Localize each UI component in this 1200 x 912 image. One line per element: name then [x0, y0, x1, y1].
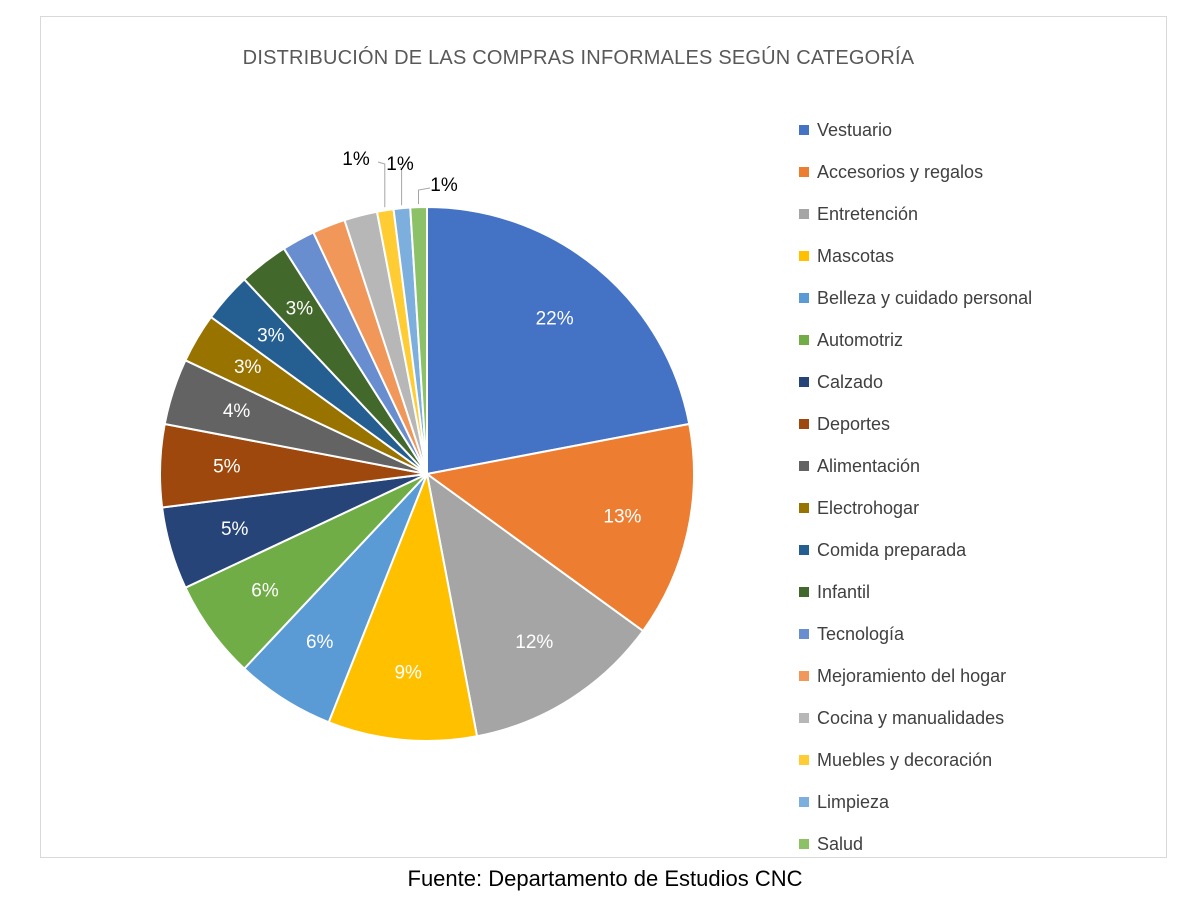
leader-line-17 — [399, 166, 403, 206]
pie-slice-1 — [426, 205, 691, 476]
slice-data-label-17: 1% — [386, 154, 414, 175]
legend-swatch — [799, 545, 809, 555]
legend-swatch — [799, 125, 809, 135]
slice-data-label-6: 6% — [251, 581, 279, 602]
pie-slice-4 — [327, 470, 479, 742]
legend-swatch — [799, 587, 809, 597]
legend-label: Calzado — [817, 371, 884, 392]
legend-swatch — [799, 755, 809, 765]
legend-item-17: Limpieza — [799, 781, 1139, 823]
legend-swatch — [799, 209, 809, 219]
legend-label: Tecnología — [817, 623, 905, 644]
pie-slice-2 — [424, 422, 695, 633]
legend-item-8: Deportes — [799, 403, 1139, 445]
legend-item-4: Mascotas — [799, 235, 1139, 277]
chart-title: DISTRIBUCIÓN DE LAS COMPRAS INFORMALES S… — [242, 47, 915, 69]
legend-swatch — [799, 671, 809, 681]
legend-swatch — [799, 251, 809, 261]
legend-swatch — [799, 419, 809, 429]
slice-data-label-9: 4% — [223, 401, 251, 422]
pie-slice-3 — [425, 471, 645, 738]
legend-item-12: Infantil — [799, 571, 1139, 613]
legend-label: Mejoramiento del hogar — [817, 665, 1007, 686]
legend-item-16: Muebles y decoración — [799, 739, 1139, 781]
legend-swatch — [799, 377, 809, 387]
slice-data-label-12: 3% — [286, 298, 314, 319]
slice-data-label-7: 5% — [221, 519, 249, 540]
legend-label: Mascotas — [817, 245, 895, 266]
legend-label: Cocina y manualidades — [817, 707, 1005, 728]
slice-data-label-8: 5% — [213, 457, 241, 478]
slice-data-label-2: 13% — [603, 507, 641, 528]
legend-label: Salud — [817, 833, 864, 854]
legend-swatch — [799, 167, 809, 177]
legend-item-1: Vestuario — [799, 109, 1139, 151]
pie-chart: 22%13%12%9%6%6%5%5%4%3%3%3%1% 1%1% — [159, 149, 695, 742]
slice-data-label-5: 6% — [306, 632, 334, 653]
chart-frame: DISTRIBUCIÓN DE LAS COMPRAS INFORMALES S… — [40, 16, 1167, 858]
legend-swatch — [799, 629, 809, 639]
legend-swatch — [799, 461, 809, 471]
legend-item-3: Entretención — [799, 193, 1139, 235]
legend-item-13: Tecnología — [799, 613, 1139, 655]
legend-item-14: Mejoramiento del hogar — [799, 655, 1139, 697]
slice-data-label-18: 1% — [430, 175, 458, 196]
legend-item-11: Comida preparada — [799, 529, 1139, 571]
legend-label: Comida preparada — [817, 539, 967, 560]
legend-label: Limpieza — [817, 791, 890, 812]
chart-legend: Vestuario Accesorios y regalos Entretenció… — [799, 109, 1139, 865]
legend-label: Automotriz — [817, 329, 904, 350]
legend-item-5: Belleza y cuidado personal — [799, 277, 1139, 319]
legend-item-15: Cocina y manualidades — [799, 697, 1139, 739]
legend-label: Electrohogar — [817, 497, 920, 518]
legend-label: Vestuario — [817, 119, 893, 140]
leader-line-16 — [377, 161, 386, 208]
slice-data-label-10: 3% — [234, 357, 262, 378]
legend-label: Muebles y decoración — [817, 749, 993, 770]
legend-item-18: Salud — [799, 823, 1139, 865]
legend-swatch — [799, 713, 809, 723]
source-note: Fuente: Departamento de Estudios CNC — [407, 866, 803, 891]
legend-swatch — [799, 797, 809, 807]
slice-data-label-4: 9% — [394, 662, 422, 683]
legend-item-9: Alimentación — [799, 445, 1139, 487]
legend-swatch — [799, 839, 809, 849]
leader-line-18 — [418, 187, 431, 205]
legend-item-10: Electrohogar — [799, 487, 1139, 529]
legend-item-2: Accesorios y regalos — [799, 151, 1139, 193]
legend-item-7: Calzado — [799, 361, 1139, 403]
slice-data-label-3: 12% — [515, 632, 553, 653]
legend-label: Accesorios y regalos — [817, 161, 984, 182]
legend-label: Infantil — [817, 581, 871, 602]
legend-label: Alimentación — [817, 455, 921, 476]
legend-label: Deportes — [817, 413, 891, 434]
legend-swatch — [799, 503, 809, 513]
slice-data-label-16: 1% — [342, 149, 370, 170]
legend-swatch — [799, 293, 809, 303]
legend-item-6: Automotriz — [799, 319, 1139, 361]
slice-data-label-1: 22% — [536, 309, 574, 330]
legend-label: Belleza y cuidado personal — [817, 287, 1033, 308]
pie-slice-18 — [409, 205, 428, 475]
slice-data-label-11: 3% — [257, 325, 285, 346]
legend-swatch — [799, 335, 809, 345]
legend-label: Entretención — [817, 203, 919, 224]
